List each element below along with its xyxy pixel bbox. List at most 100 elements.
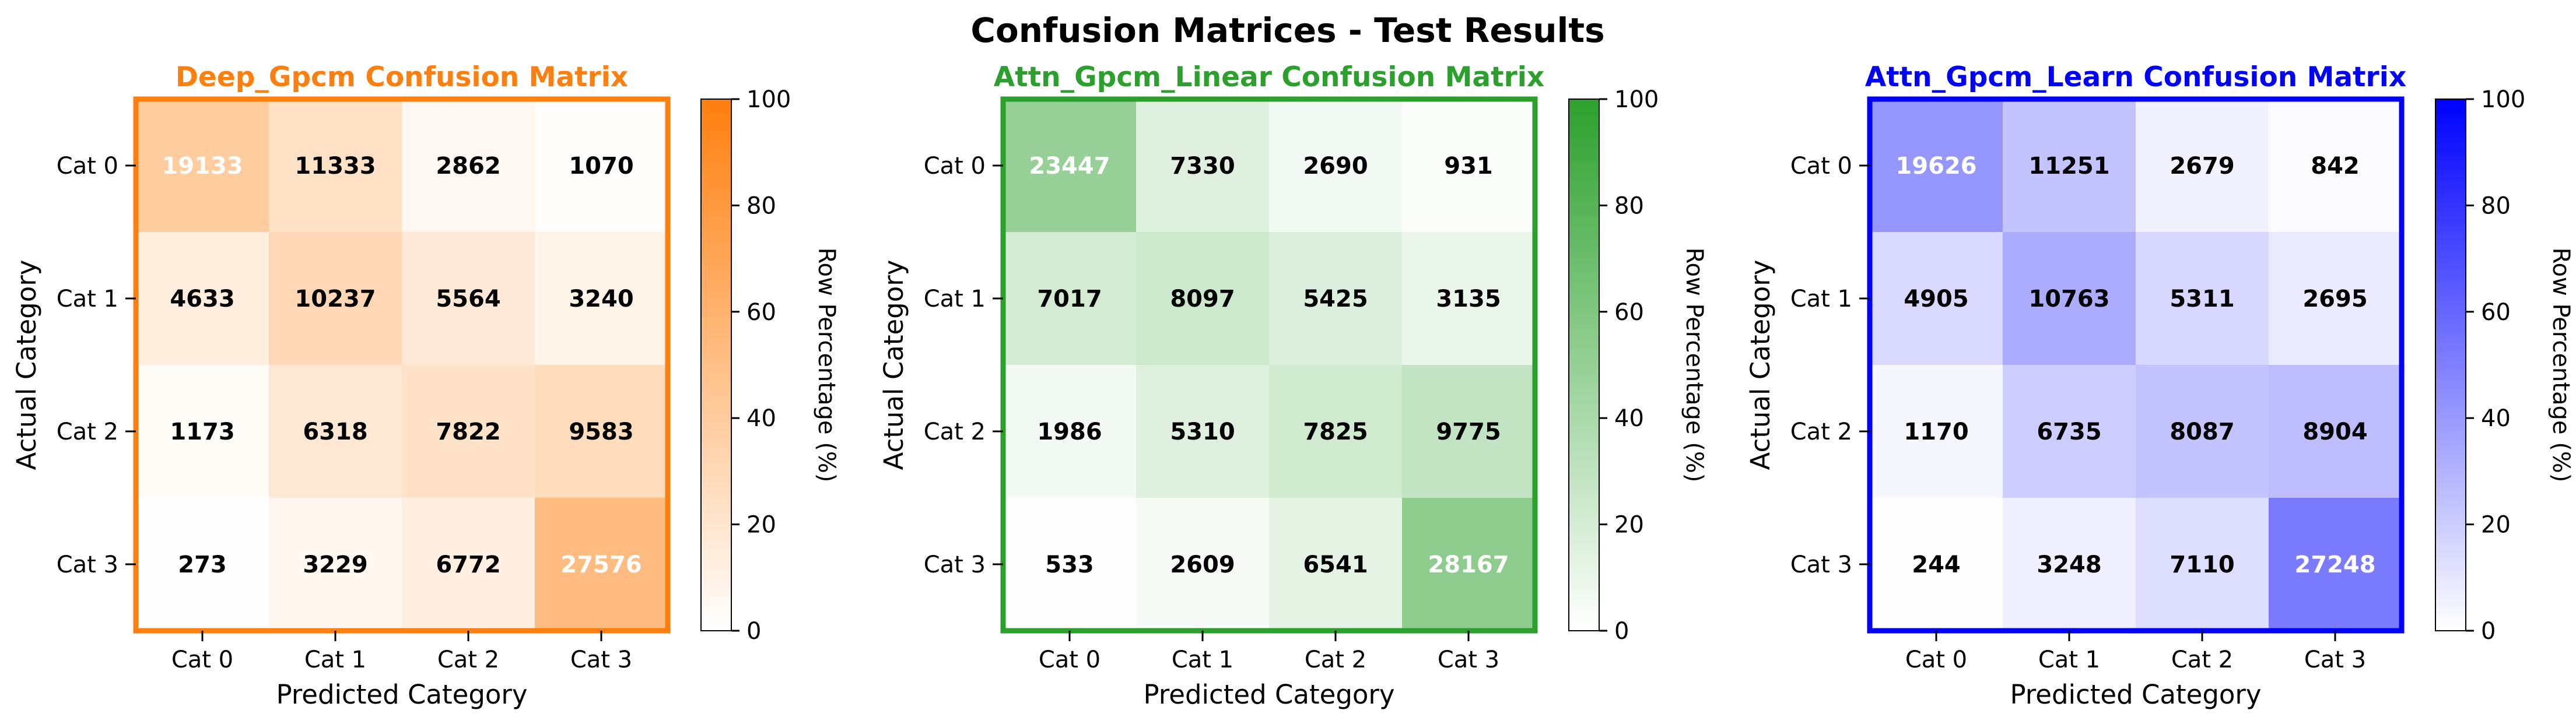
- cell-value: 1986: [1037, 419, 1102, 445]
- y-tick-label: Cat 2: [924, 419, 986, 445]
- y-tick-label: Cat 1: [924, 286, 986, 312]
- cell-value: 7825: [1303, 419, 1368, 445]
- y-tick-label: Cat 0: [924, 153, 986, 180]
- colorbar: [2435, 99, 2466, 631]
- cell-value: 7110: [2170, 551, 2234, 578]
- x-tick-label: Cat 3: [2304, 646, 2366, 673]
- heatmap-cell: [269, 232, 402, 365]
- x-axis-label: Predicted Category: [276, 679, 527, 710]
- colorbar-tick-label: 20: [746, 512, 776, 539]
- x-tick-label: Cat 2: [437, 646, 499, 673]
- heatmap-cell: [535, 498, 668, 631]
- panel-title: Attn_Gpcm_Learn Confusion Matrix: [1865, 61, 2406, 93]
- panel-title: Deep_Gpcm Confusion Matrix: [176, 61, 628, 93]
- heatmap-cell: [136, 99, 269, 232]
- heatmap-cell: [2269, 365, 2402, 498]
- heatmap-cell: [2003, 99, 2136, 232]
- heatmap-cell: [1870, 498, 2003, 631]
- heatmap-cell: [1402, 232, 1535, 365]
- cell-value: 10237: [295, 286, 376, 312]
- cell-value: 1170: [1904, 419, 1968, 445]
- heatmap-cell: [2003, 365, 2136, 498]
- colorbar-tick-label: 20: [1614, 512, 1644, 539]
- cell-value: 6735: [2037, 419, 2101, 445]
- cell-value: 3240: [569, 286, 633, 312]
- colorbar-tick-label: 80: [1614, 192, 1644, 219]
- cell-value: 11251: [2028, 153, 2109, 180]
- heatmap-cell: [402, 99, 535, 232]
- heatmap-cell: [1870, 232, 2003, 365]
- cell-value: 3248: [2037, 551, 2101, 578]
- cell-value: 273: [178, 551, 227, 578]
- heatmap-cell: [1870, 365, 2003, 498]
- colorbar-tick-label: 60: [746, 299, 776, 326]
- cell-value: 27576: [560, 551, 642, 578]
- colorbar: [700, 99, 732, 631]
- cell-value: 4905: [1904, 286, 1968, 312]
- colorbar-tick-label: 0: [1614, 618, 1629, 645]
- heatmap-cell: [269, 498, 402, 631]
- cell-value: 5564: [436, 286, 500, 312]
- cell-value: 2695: [2302, 286, 2367, 312]
- cell-value: 8087: [2170, 419, 2234, 445]
- y-tick-label: Cat 0: [57, 153, 118, 180]
- y-tick-label: Cat 1: [1790, 286, 1852, 312]
- colorbar-tick-label: 40: [2481, 405, 2511, 432]
- cell-value: 1173: [170, 419, 234, 445]
- cell-value: 10763: [2028, 286, 2109, 312]
- cell-value: 8097: [1170, 286, 1235, 312]
- cell-value: 6772: [436, 551, 500, 578]
- cell-value: 5311: [2170, 286, 2234, 312]
- heatmap-cell: [402, 365, 535, 498]
- x-tick-label: Cat 3: [570, 646, 632, 673]
- cell-value: 6318: [303, 419, 367, 445]
- colorbar-tick-label: 60: [2481, 299, 2511, 326]
- cell-value: 23447: [1029, 153, 1110, 180]
- x-axis-label: Predicted Category: [1143, 679, 1394, 710]
- x-tick-label: Cat 0: [171, 646, 233, 673]
- cell-value: 3229: [303, 551, 367, 578]
- matrix-frame: [1867, 96, 2405, 634]
- heatmap-cell: [1870, 99, 2003, 232]
- heatmap-cell: [1269, 99, 1402, 232]
- cell-value: 931: [1444, 153, 1493, 180]
- heatmap-cell: [1402, 498, 1535, 631]
- x-tick-label: Cat 2: [1305, 646, 1366, 673]
- heatmap-cell: [1003, 232, 1136, 365]
- x-tick-label: Cat 2: [2171, 646, 2233, 673]
- colorbar-label: Row Percentage (%): [813, 248, 840, 483]
- x-tick-label: Cat 3: [1438, 646, 1499, 673]
- heatmap-cell: [402, 232, 535, 365]
- y-tick-label: Cat 0: [1790, 153, 1852, 180]
- heatmap-cell: [1269, 232, 1402, 365]
- heatmap-cell: [535, 365, 668, 498]
- cell-value: 6541: [1303, 551, 1368, 578]
- heatmap-cell: [1402, 99, 1535, 232]
- cell-value: 2862: [436, 153, 500, 180]
- y-axis-label: Actual Category: [1745, 260, 1776, 470]
- heatmap-cell: [2003, 232, 2136, 365]
- x-tick-label: Cat 1: [304, 646, 366, 673]
- heatmap-cell: [535, 99, 668, 232]
- colorbar-tick-label: 100: [2481, 86, 2525, 113]
- x-tick-label: Cat 1: [2038, 646, 2100, 673]
- heatmap-cell: [1269, 498, 1402, 631]
- colorbar-tick-label: 100: [746, 86, 791, 113]
- heatmap-cell: [2003, 498, 2136, 631]
- heatmap-cell: [1402, 365, 1535, 498]
- cell-value: 19133: [162, 153, 243, 180]
- x-tick-label: Cat 0: [1039, 646, 1101, 673]
- colorbar-tick-label: 80: [2481, 192, 2511, 219]
- cell-value: 4633: [170, 286, 234, 312]
- matrix-frame: [133, 96, 671, 634]
- cell-value: 11333: [295, 153, 376, 180]
- heatmap-cell: [136, 232, 269, 365]
- x-tick-label: Cat 1: [1172, 646, 1233, 673]
- heatmap-cell: [1136, 498, 1269, 631]
- heatmap-cell: [1136, 99, 1269, 232]
- heatmap-cell: [1003, 99, 1136, 232]
- colorbar-tick-label: 20: [2481, 512, 2511, 539]
- cell-value: 1070: [569, 153, 633, 180]
- colorbar-tick-label: 60: [1614, 299, 1644, 326]
